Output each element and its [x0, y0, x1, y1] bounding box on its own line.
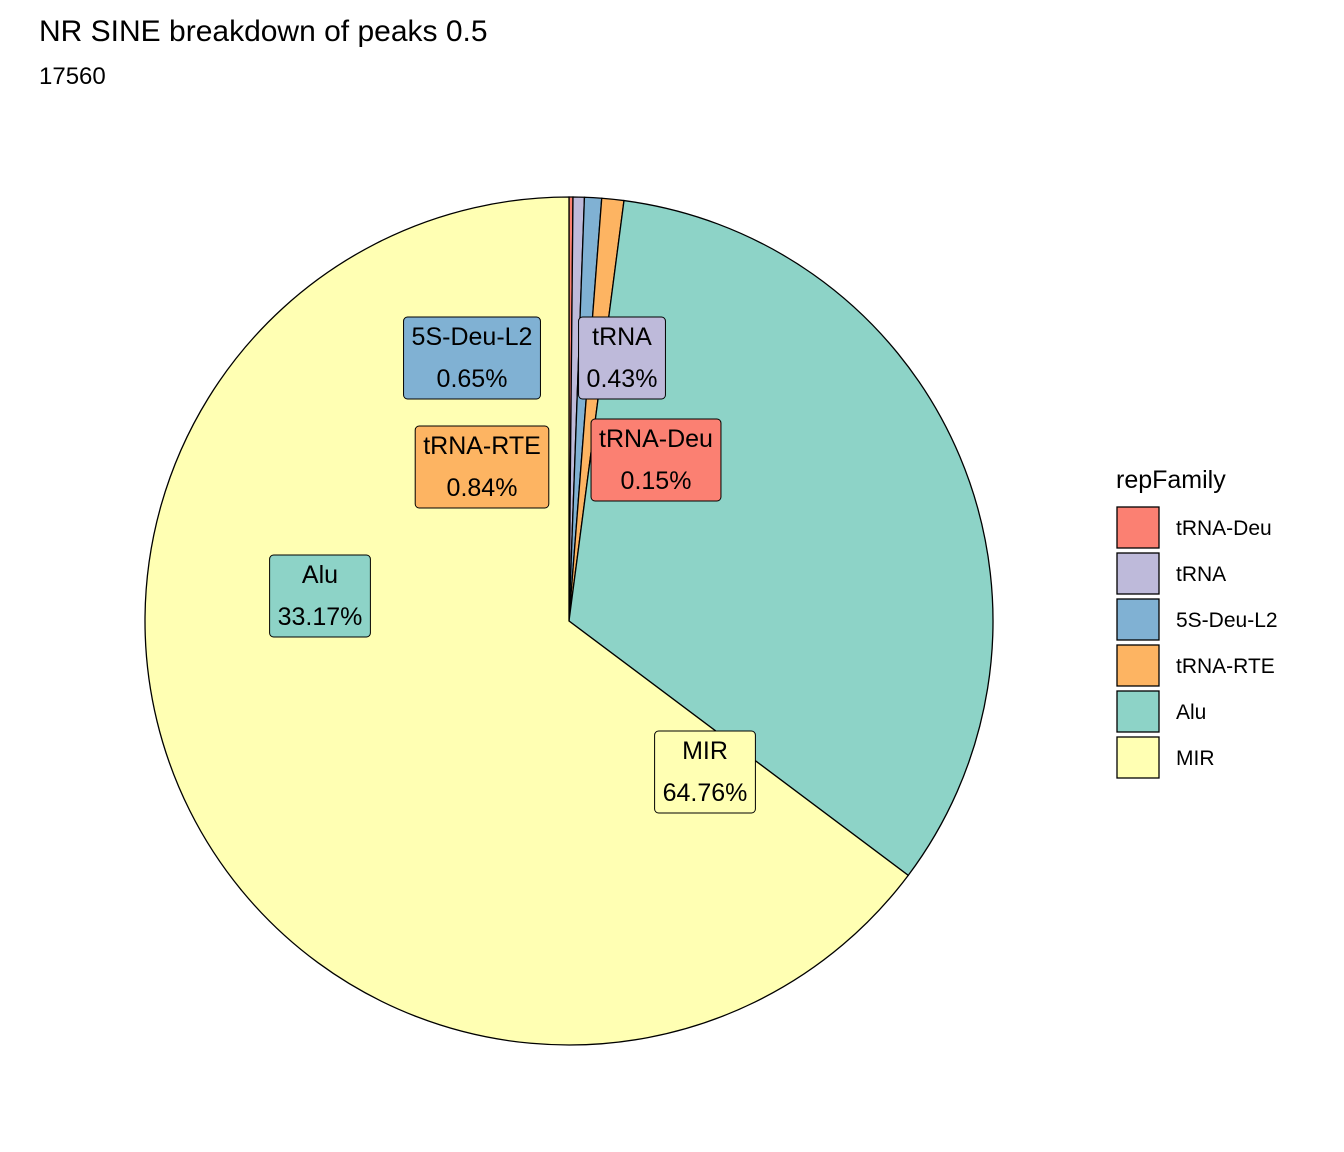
slice-label-value: 0.65% — [437, 365, 508, 393]
legend-title: repFamily — [1116, 466, 1226, 494]
legend-label-alu: Alu — [1176, 701, 1206, 724]
pie-slice-alu — [568, 199, 994, 877]
slice-label-name: MIR — [682, 737, 728, 765]
slice-label-value: 33.17% — [278, 603, 363, 631]
slice-label-box — [590, 418, 722, 502]
legend-label-trna: tRNA — [1176, 563, 1226, 586]
legend-key-trna — [1116, 552, 1160, 595]
slice-label-name: 5S-Deu-L2 — [412, 323, 533, 351]
legend-label-mir: MIR — [1176, 747, 1215, 770]
slice-label-value: 64.76% — [663, 779, 748, 807]
slice-label-mir: MIR 64.76% — [654, 730, 756, 814]
legend-key-mir — [1116, 736, 1160, 779]
legend-key-trna-deu — [1116, 506, 1160, 549]
pie-slice-mir — [144, 196, 910, 1046]
slice-label-box — [269, 554, 371, 638]
slice-label-trna-rte: tRNA-RTE 0.84% — [414, 425, 550, 509]
legend: repFamily tRNA-Deu tRNA 5S-Deu-L2 tRNA-RTE A… — [1116, 466, 1278, 779]
slice-label-name: Alu — [302, 561, 338, 589]
chart-subtitle: 17560 — [39, 63, 106, 90]
legend-key-alu — [1116, 690, 1160, 733]
slice-label-name: tRNA-Deu — [599, 425, 713, 453]
slice-label-5s-deu-l2: 5S-Deu-L2 0.65% — [403, 316, 541, 400]
legend-key-trna-rte — [1116, 644, 1160, 687]
legend-label-trna-deu: tRNA-Deu — [1176, 517, 1272, 540]
slice-label-name: tRNA — [592, 323, 652, 351]
legend-key-5s-deu-l2 — [1116, 598, 1160, 641]
legend-label-5s-deu-l2: 5S-Deu-L2 — [1176, 609, 1278, 632]
slice-label-name: tRNA-RTE — [423, 432, 541, 460]
slice-label-value: 0.43% — [587, 365, 658, 393]
slice-labels: tRNA-Deu 0.15% tRNA 0.43% 5S-Deu-L2 0.65% tRNA… — [269, 316, 756, 814]
slice-label-trna-deu: tRNA-Deu 0.15% — [590, 418, 722, 502]
legend-label-trna-rte: tRNA-RTE — [1176, 655, 1275, 678]
slice-label-box — [414, 425, 550, 509]
slice-label-alu: Alu 33.17% — [269, 554, 371, 638]
pie-slices — [144, 196, 994, 1046]
slice-label-trna: tRNA 0.43% — [578, 316, 666, 400]
slice-label-value: 0.84% — [447, 474, 518, 502]
slice-label-box — [578, 316, 666, 400]
slice-label-box — [654, 730, 756, 814]
slice-label-value: 0.15% — [621, 467, 692, 495]
chart-title: NR SINE breakdown of peaks 0.5 — [39, 15, 488, 48]
slice-label-box — [403, 316, 541, 400]
